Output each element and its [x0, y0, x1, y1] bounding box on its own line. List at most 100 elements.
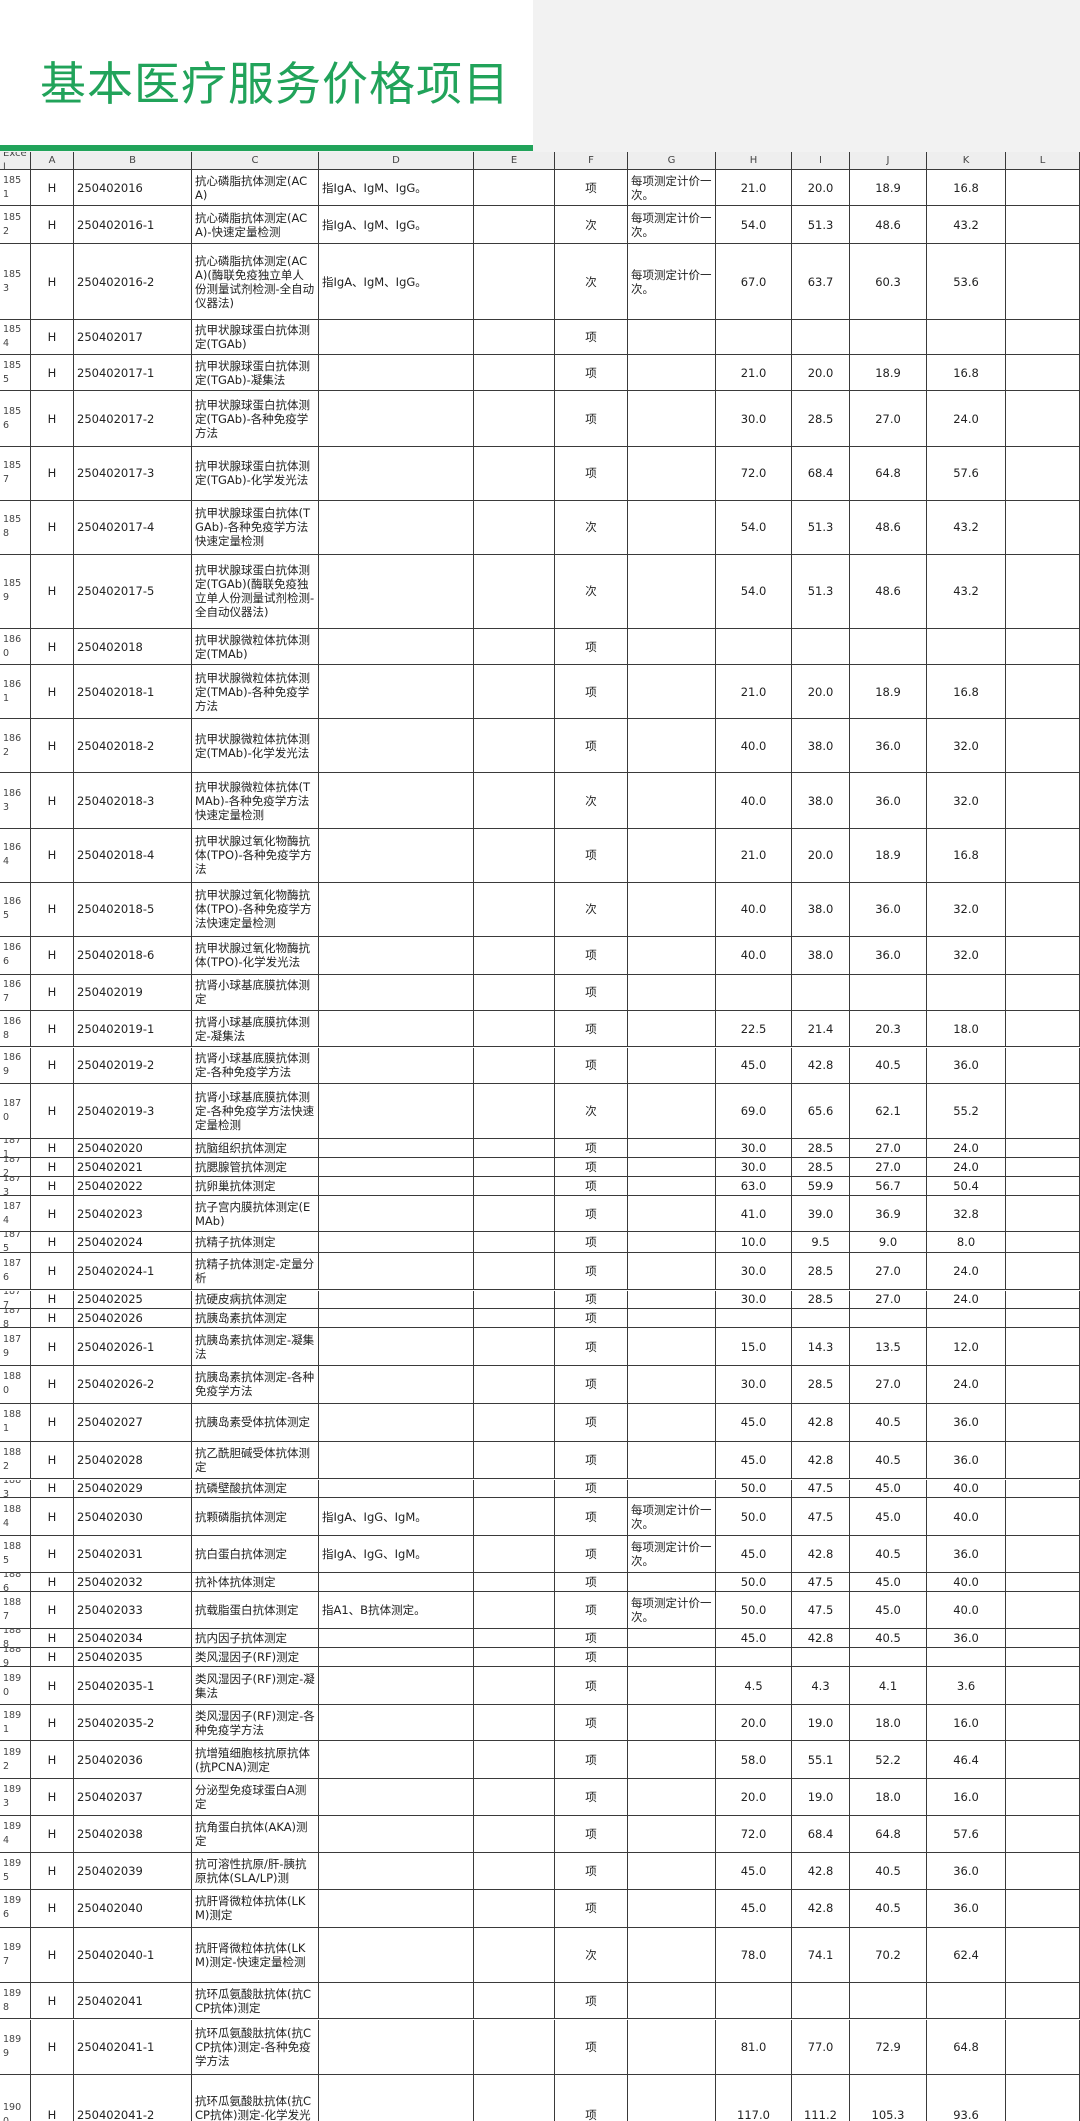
note — [628, 319, 716, 355]
col-a: H — [31, 1479, 74, 1499]
note — [628, 446, 716, 501]
row-number: 1889 — [0, 1648, 31, 1668]
price-k: 36.0 — [927, 1441, 1006, 1480]
col-a: H — [31, 828, 74, 883]
note — [628, 1629, 716, 1649]
row-number: 1866 — [0, 936, 31, 975]
row-number: 1885 — [0, 1536, 31, 1573]
description: 指IgA、IgM、IgG。 — [319, 206, 474, 245]
row-number: 1895 — [0, 1853, 31, 1890]
price-h: 30.0 — [716, 1290, 792, 1310]
code: 250402017-2 — [74, 391, 192, 447]
price-h: 67.0 — [716, 244, 792, 320]
row-number: 1879 — [0, 1328, 31, 1367]
price-j: 4.1 — [850, 1667, 927, 1705]
col-l — [1006, 1498, 1080, 1537]
col-l — [1006, 1629, 1080, 1649]
description — [319, 1927, 474, 1984]
col-l — [1006, 1479, 1080, 1499]
col-e — [474, 2019, 555, 2075]
price-j — [850, 974, 927, 1012]
column-header: F — [555, 152, 628, 170]
row-number: 1892 — [0, 1741, 31, 1780]
code: 250402035-1 — [74, 1667, 192, 1705]
description — [319, 1177, 474, 1196]
price-i: 74.1 — [792, 1927, 850, 1984]
price-j: 45.0 — [850, 1498, 927, 1537]
row-number: 1890 — [0, 1667, 31, 1705]
price-j: 56.7 — [850, 1177, 927, 1196]
col-e — [474, 1572, 555, 1592]
note — [628, 500, 716, 555]
price-i: 28.5 — [792, 1252, 850, 1291]
note — [628, 1648, 716, 1668]
unit: 项 — [555, 1158, 628, 1178]
item-name: 抗环瓜氨酸肽抗体(抗CCP抗体)测定 — [192, 1983, 319, 2020]
price-i: 20.0 — [792, 354, 850, 392]
unit: 项 — [555, 1498, 628, 1537]
unit: 项 — [555, 719, 628, 774]
price-j: 40.5 — [850, 1441, 927, 1480]
description: 指IgA、IgG、IgM。 — [319, 1536, 474, 1573]
unit: 项 — [555, 1572, 628, 1592]
code: 250402016-1 — [74, 206, 192, 245]
col-e — [474, 828, 555, 883]
row-number: 1873 — [0, 1177, 31, 1196]
description — [319, 665, 474, 720]
col-e — [474, 1011, 555, 1048]
description: 指IgA、IgM、IgG。 — [319, 170, 474, 207]
col-e — [474, 1983, 555, 2020]
unit: 项 — [555, 828, 628, 883]
note — [628, 391, 716, 447]
code: 250402041 — [74, 1983, 192, 2020]
row-number: 1857 — [0, 446, 31, 501]
unit: 项 — [555, 1536, 628, 1573]
price-i: 59.9 — [792, 1177, 850, 1196]
note — [628, 665, 716, 720]
code: 250402026-1 — [74, 1328, 192, 1367]
col-a: H — [31, 1927, 74, 1984]
description — [319, 2074, 474, 2121]
col-e — [474, 1232, 555, 1253]
price-i — [792, 629, 850, 666]
col-a: H — [31, 1252, 74, 1291]
col-a: H — [31, 500, 74, 555]
item-name: 抗甲状腺微粒体抗体测定(TMAb)-化学发光法 — [192, 719, 319, 774]
price-h: 50.0 — [716, 1591, 792, 1630]
code: 250402018-4 — [74, 828, 192, 883]
code: 250402026 — [74, 1309, 192, 1329]
code: 250402028 — [74, 1441, 192, 1480]
col-e — [474, 974, 555, 1012]
col-a: H — [31, 319, 74, 355]
col-e — [474, 719, 555, 774]
note — [628, 1177, 716, 1196]
col-l — [1006, 446, 1080, 501]
col-a: H — [31, 1648, 74, 1668]
price-i: 38.0 — [792, 773, 850, 829]
item-name: 抗乙酰胆碱受体抗体测定 — [192, 1441, 319, 1480]
item-name: 抗腮腺管抗体测定 — [192, 1158, 319, 1178]
col-l — [1006, 1779, 1080, 1816]
code: 250402035-2 — [74, 1704, 192, 1742]
col-e — [474, 1629, 555, 1649]
col-e — [474, 773, 555, 829]
note — [628, 1252, 716, 1291]
item-name: 抗甲状腺过氧化物酶抗体(TPO)-各种免疫学方法 — [192, 828, 319, 883]
price-j: 18.9 — [850, 665, 927, 720]
column-header: G — [628, 152, 716, 170]
item-name: 抗肝肾微粒体抗体(LKM)测定-快速定量检测 — [192, 1927, 319, 1984]
page-title: 基本医疗服务价格项目 — [40, 57, 510, 111]
description — [319, 629, 474, 666]
unit: 项 — [555, 665, 628, 720]
code: 250402018-6 — [74, 936, 192, 975]
col-l — [1006, 629, 1080, 666]
row-number: 1880 — [0, 1366, 31, 1404]
price-h: 40.0 — [716, 936, 792, 975]
code: 250402025 — [74, 1290, 192, 1310]
price-j: 18.9 — [850, 170, 927, 207]
price-j: 48.6 — [850, 554, 927, 629]
code: 250402036 — [74, 1741, 192, 1780]
note — [628, 1011, 716, 1048]
row-number: 1898 — [0, 1983, 31, 2020]
price-h: 50.0 — [716, 1498, 792, 1537]
